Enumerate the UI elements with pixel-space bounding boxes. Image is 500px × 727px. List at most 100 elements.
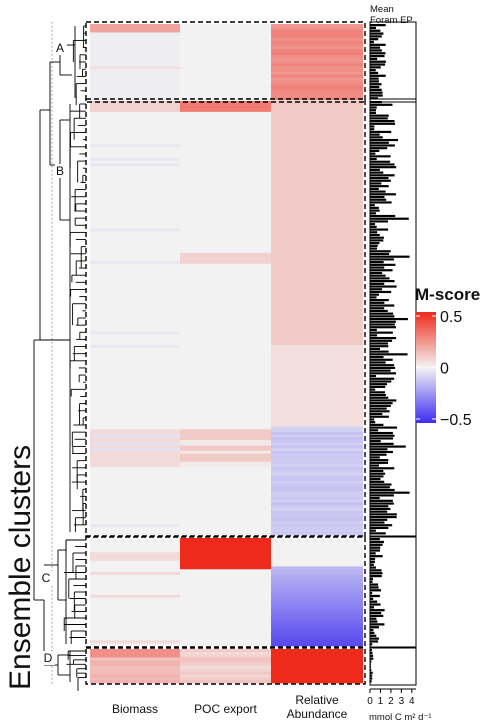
foram-ep-bar	[370, 437, 394, 440]
heatmap-cell	[271, 513, 363, 517]
heatmap-cell	[90, 478, 180, 482]
heatmap-cell	[271, 125, 363, 129]
heatmap-cell	[271, 312, 363, 316]
heatmap-cell	[180, 628, 271, 633]
foram-ep-bar	[370, 431, 393, 435]
heatmap-cell	[271, 361, 363, 365]
heatmap-cell	[180, 404, 271, 408]
heatmap-cell	[271, 353, 363, 357]
heatmap-cell	[90, 532, 180, 536]
heatmap-cell	[90, 569, 180, 573]
heatmap-cell	[180, 532, 271, 536]
heatmap-cell	[180, 393, 271, 397]
foram-ep-bar	[370, 60, 386, 63]
heatmap-cell	[271, 663, 363, 667]
heatmap-cell	[271, 91, 363, 95]
heatmap-cell	[180, 280, 271, 284]
heatmap-cell	[180, 277, 271, 281]
heatmap-cell	[90, 631, 180, 635]
heatmap-cell	[271, 288, 363, 292]
heatmap-cell	[180, 640, 271, 644]
heatmap-cell	[271, 415, 363, 419]
foram-ep-bar	[370, 510, 388, 513]
heatmap-cell	[90, 152, 180, 156]
heatmap-cell	[90, 552, 180, 556]
foram-ep-bar	[370, 157, 377, 161]
heatmap-cell	[90, 35, 180, 39]
heatmap-cell	[180, 271, 271, 275]
heatmap-cell	[271, 347, 363, 351]
heatmap-cell	[90, 499, 180, 503]
foram-ep-bar	[370, 220, 389, 223]
heatmap-cell	[90, 524, 180, 528]
heatmap-cell	[180, 505, 271, 509]
column-label: Biomass	[112, 702, 158, 716]
heatmap-cell	[180, 46, 271, 50]
heatmap-cell	[180, 250, 271, 254]
heatmap-cell	[90, 250, 180, 254]
heatmap-cell	[90, 543, 180, 547]
heatmap-cell	[90, 572, 180, 576]
heatmap-cell	[180, 152, 271, 156]
foram-ep-bar	[370, 171, 384, 174]
heatmap-cell	[180, 274, 271, 278]
heatmap-cell	[90, 407, 180, 411]
foram-ep-bar	[370, 483, 392, 486]
heatmap-cell	[90, 312, 180, 316]
cluster-label-bg	[43, 651, 55, 665]
heatmap-cell	[180, 388, 271, 392]
foram-ep-bar	[370, 412, 383, 416]
foram-ep-bar	[370, 555, 383, 558]
heatmap-cell	[90, 46, 180, 50]
heatmap-cell	[180, 549, 271, 553]
heatmap-cell	[90, 437, 180, 441]
heatmap-cell	[90, 141, 180, 145]
heatmap-cell	[271, 255, 363, 259]
heatmap-cell	[180, 24, 271, 28]
heatmap-cell	[90, 472, 180, 476]
heatmap-cell	[90, 434, 180, 438]
foram-ep-bar	[370, 147, 388, 150]
heatmap-cell	[271, 364, 363, 368]
heatmap-cell	[271, 258, 363, 262]
heatmap-cell	[271, 63, 363, 67]
heatmap-cell	[90, 350, 180, 354]
heatmap-cell	[180, 52, 271, 56]
foram-ep-bar	[370, 369, 391, 372]
heatmap-cell	[271, 83, 363, 87]
heatmap-cell	[180, 637, 271, 641]
heatmap-cell	[90, 32, 180, 36]
foram-ep-bar	[370, 385, 386, 388]
heatmap-cell	[180, 606, 271, 610]
heatmap-cell	[90, 26, 180, 30]
foram-ep-bar	[370, 617, 377, 620]
foram-ep-bar	[370, 52, 386, 55]
heatmap-cell	[90, 464, 180, 468]
heatmap-cell	[90, 49, 180, 53]
foram-ep-bar	[370, 342, 388, 345]
heatmap-cell	[180, 220, 271, 224]
heatmap-cell	[271, 285, 363, 289]
heatmap-cell	[271, 566, 363, 570]
heatmap-cell	[90, 372, 180, 376]
heatmap-cell	[90, 574, 180, 579]
heatmap-cell	[271, 201, 363, 205]
foram-ep-bar	[370, 393, 386, 397]
heatmap-cell	[90, 614, 180, 618]
heatmap-cell	[90, 252, 180, 256]
heatmap-cell	[271, 109, 363, 113]
heatmap-cell	[180, 209, 271, 213]
heatmap-cell	[271, 204, 363, 208]
heatmap-cell	[90, 467, 180, 471]
foram-ep-bar	[370, 80, 379, 83]
heatmap-cell	[271, 469, 363, 473]
heatmap-cell	[90, 347, 180, 351]
heatmap-cell	[271, 141, 363, 145]
heatmap-cell	[271, 475, 363, 479]
foram-ep-bar	[370, 336, 397, 340]
foram-ep-bar	[370, 361, 386, 364]
heatmap-cell	[271, 336, 363, 340]
heatmap-cell	[271, 231, 363, 235]
foram-ep-bar	[370, 179, 391, 182]
heatmap-cell	[90, 83, 180, 87]
